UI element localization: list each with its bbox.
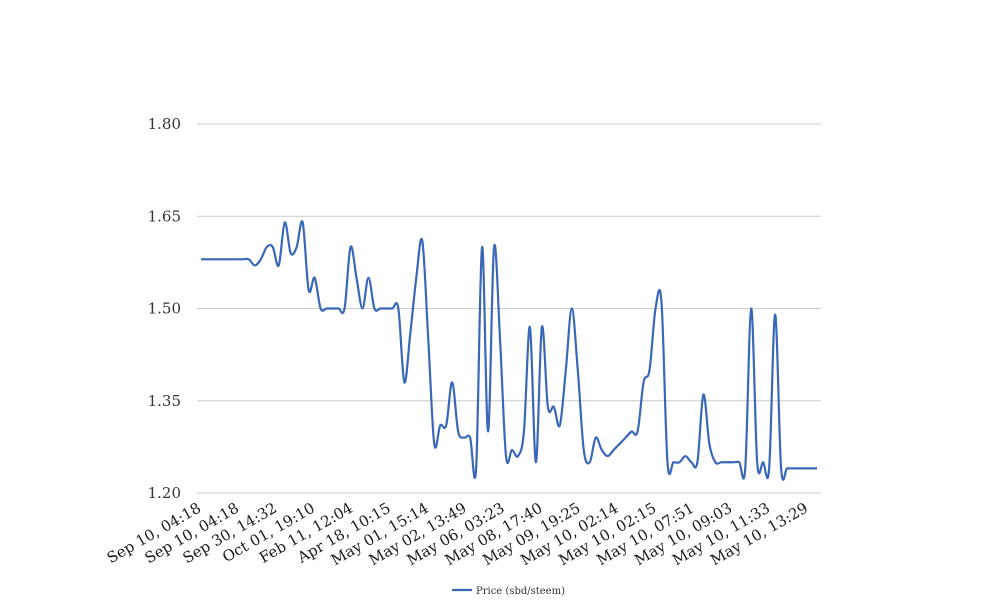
legend-label: Price (sbd/steem) xyxy=(476,586,565,597)
y-tick-label: 1.20 xyxy=(148,484,181,502)
y-tick-label: 1.50 xyxy=(148,300,181,318)
series-layer xyxy=(201,220,817,481)
series-line-price xyxy=(201,220,817,481)
gridlines xyxy=(197,123,821,494)
y-tick-label: 1.65 xyxy=(148,207,181,225)
y-tick-label: 1.35 xyxy=(148,392,181,410)
legend[interactable]: Price (sbd/steem) xyxy=(452,586,565,597)
y-tick-label: 1.80 xyxy=(148,115,181,133)
y-axis-ticks: 1.20 1.35 1.50 1.65 1.80 xyxy=(148,115,181,502)
